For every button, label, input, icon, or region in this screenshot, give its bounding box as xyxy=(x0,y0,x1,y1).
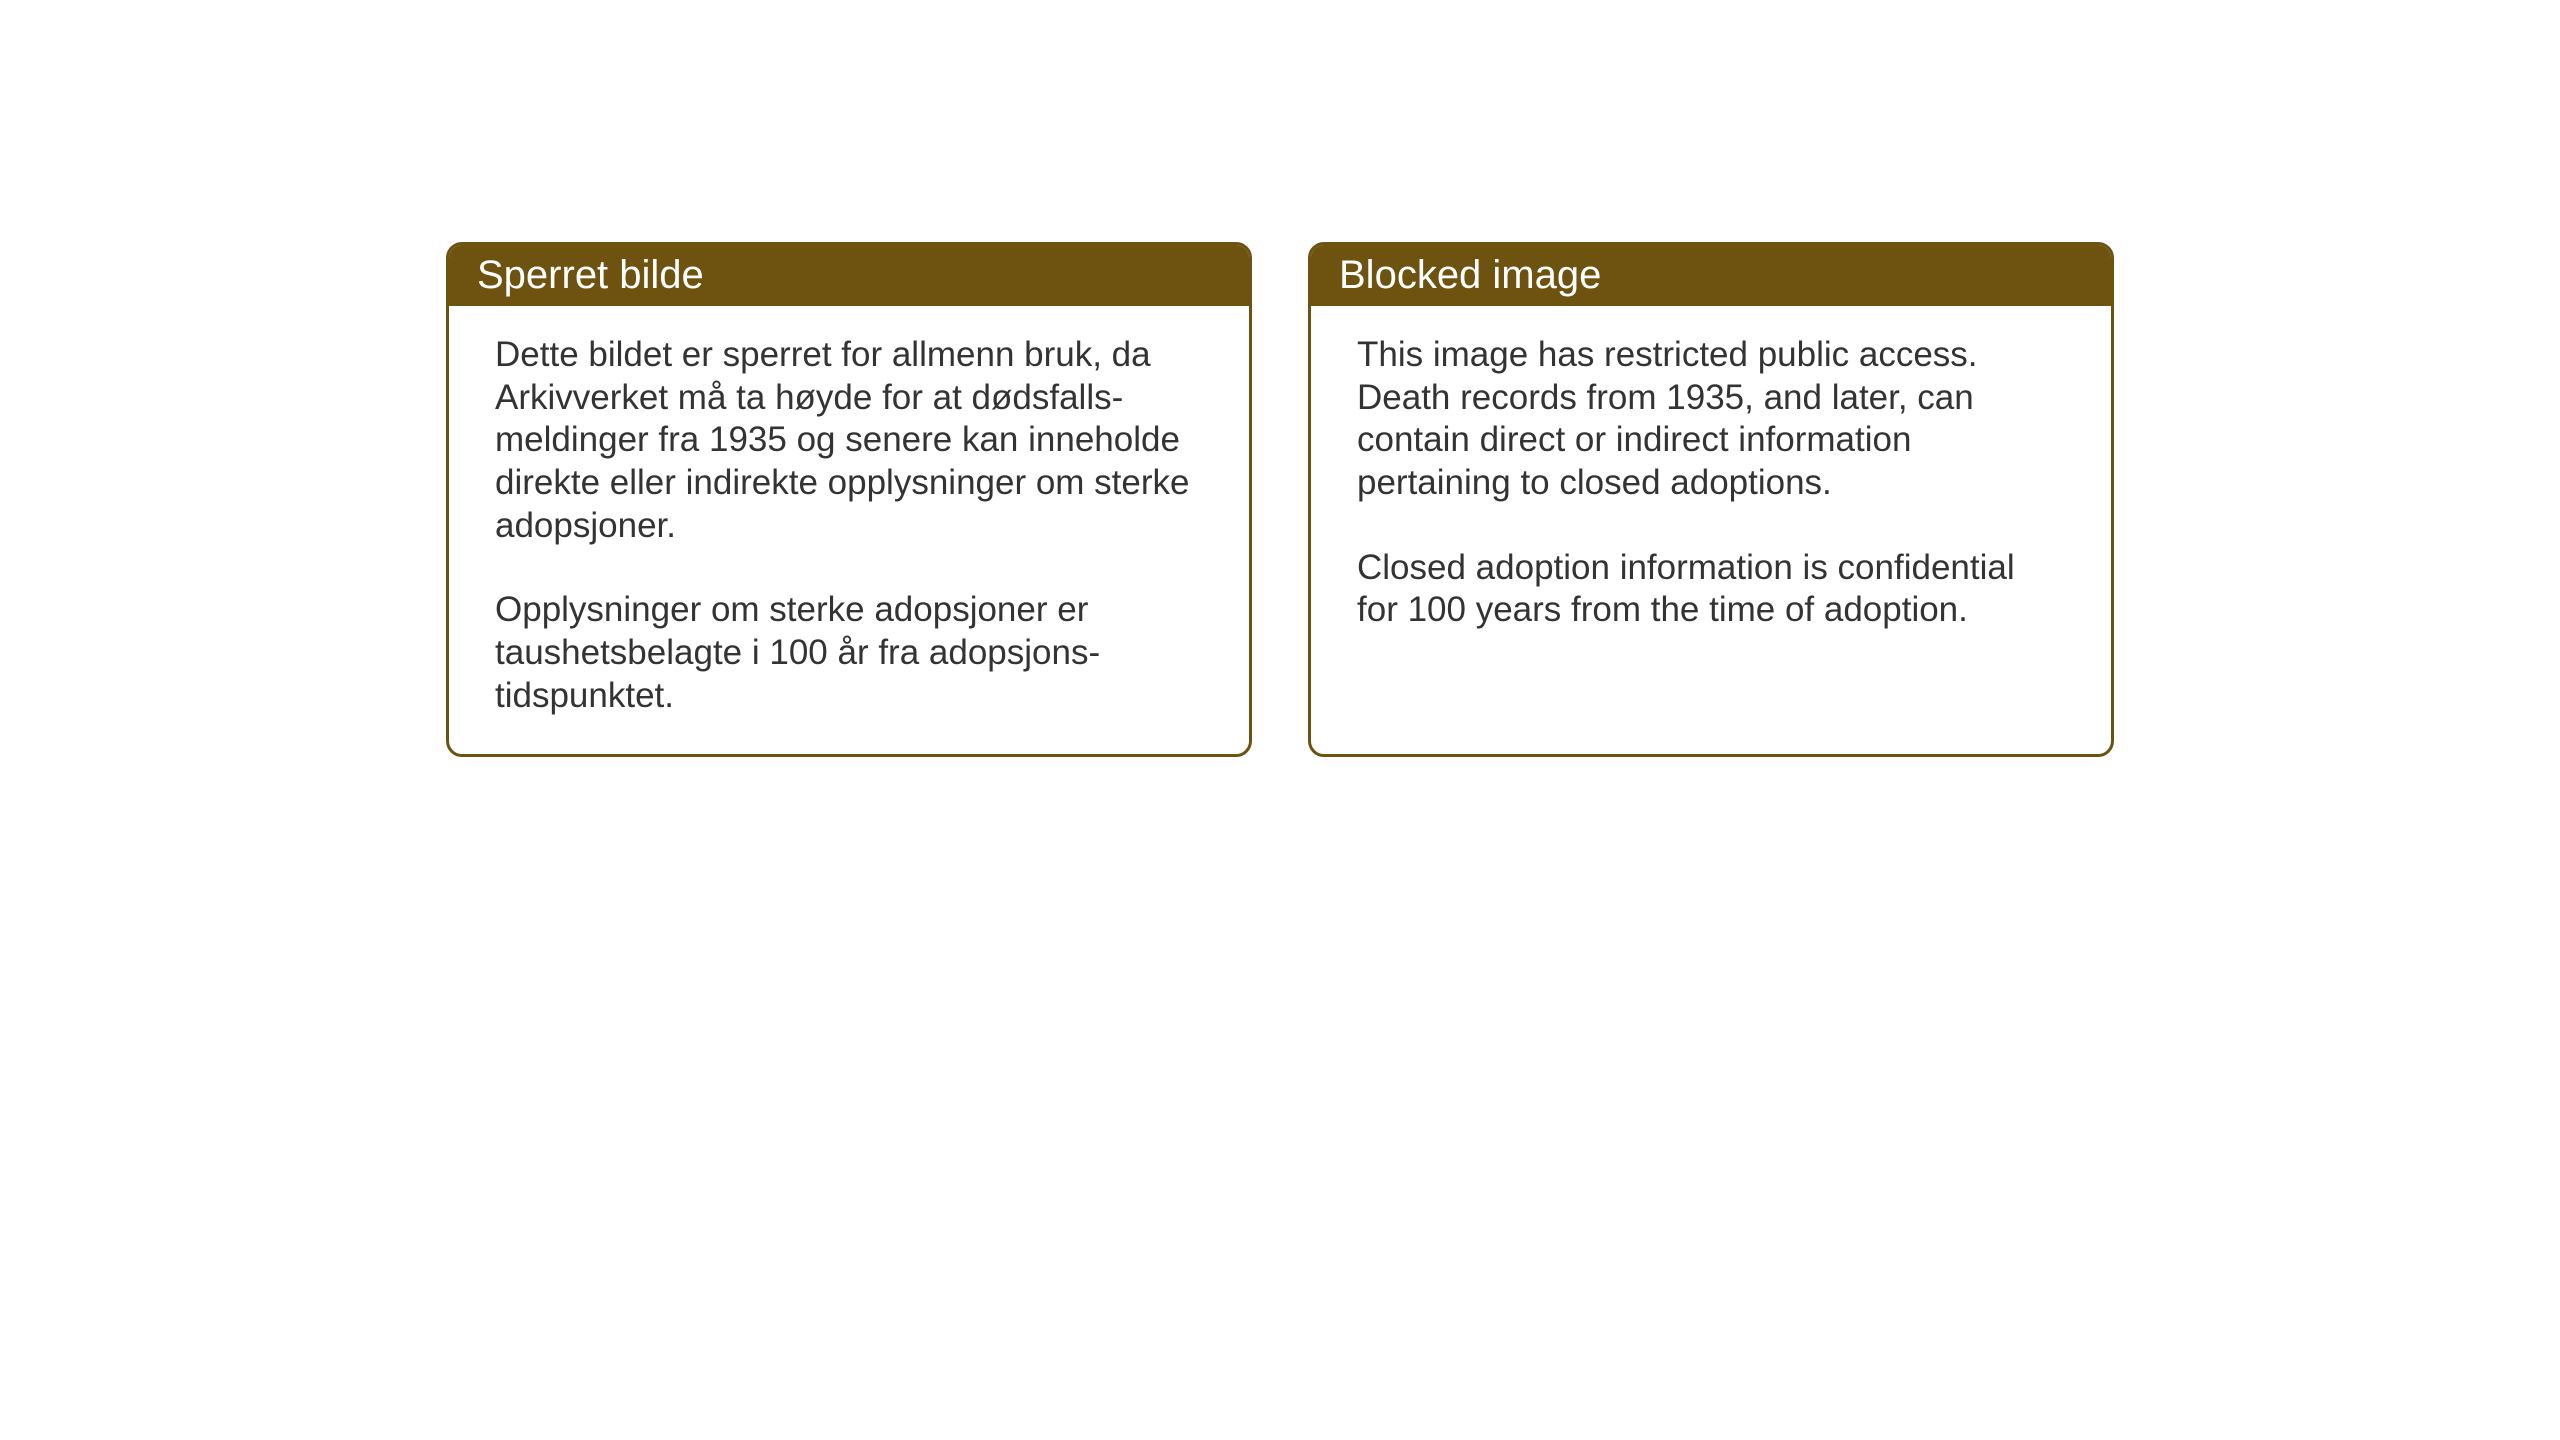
english-paragraph-2: Closed adoption information is confident… xyxy=(1357,547,2065,632)
norwegian-card-body: Dette bildet er sperret for allmenn bruk… xyxy=(449,306,1249,754)
cards-container: Sperret bilde Dette bildet er sperret fo… xyxy=(446,242,2114,757)
norwegian-card: Sperret bilde Dette bildet er sperret fo… xyxy=(446,242,1252,757)
norwegian-card-title: Sperret bilde xyxy=(449,245,1249,306)
norwegian-paragraph-1: Dette bildet er sperret for allmenn bruk… xyxy=(495,334,1203,547)
norwegian-paragraph-2: Opplysninger om sterke adopsjoner er tau… xyxy=(495,589,1203,717)
english-card-body: This image has restricted public access.… xyxy=(1311,306,2111,668)
english-card-title: Blocked image xyxy=(1311,245,2111,306)
english-card: Blocked image This image has restricted … xyxy=(1308,242,2114,757)
english-paragraph-1: This image has restricted public access.… xyxy=(1357,334,2065,505)
